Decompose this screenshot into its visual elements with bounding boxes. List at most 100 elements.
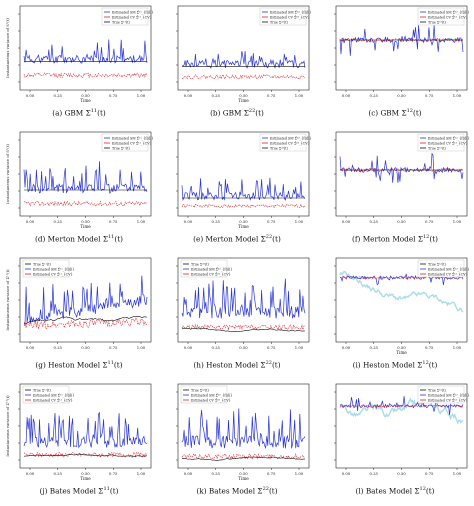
series-line-true (23, 315, 148, 324)
x-tick-label: 0.00 (184, 93, 193, 98)
legend-entry: True Σ¹²(t) (428, 262, 446, 266)
x-tick-label: 0.75 (109, 93, 118, 98)
subplot-5: 0.00 0.25 0.50 0.75 1.00 Estimated SM Σ̂¹²_{f… (316, 126, 474, 252)
series-line-estimated-sm (339, 395, 464, 416)
legend-box (22, 385, 70, 404)
caption-text: (l) Bates Model Σ (355, 486, 420, 496)
caption-superscript: 11 (107, 234, 115, 240)
x-tick-label: 1.00 (295, 471, 304, 476)
series-line-estimated-sm (181, 408, 306, 450)
x-tick-label: 0.25 (54, 219, 63, 224)
subplot-caption: (b) GBM Σ22(t) (158, 108, 316, 117)
caption-suffix: (t) (425, 486, 435, 496)
series-line-estimated-sm (23, 275, 148, 327)
legend-entry: Estimated SM Σ̂¹²_{f(d)} (428, 10, 469, 14)
caption-text: (e) Merton Model Σ (193, 234, 266, 244)
x-tick-label: 0.00 (184, 345, 193, 350)
subplot-svg: 0.00 0.25 0.50 0.75 1.00 Time Estimated SM Σ̂²… (176, 131, 311, 229)
x-tick-label: 0.25 (370, 93, 379, 98)
x-tick-label: 0.50 (397, 345, 406, 350)
subplot-caption: (e) Merton Model Σ22(t) (158, 234, 316, 243)
x-tick-label: 0.75 (267, 219, 276, 224)
subplot-7: 0.00 0.25 0.50 0.75 1.00 True Σ²²(t) Estimated… (158, 252, 316, 378)
caption-superscript: 11 (90, 108, 98, 114)
subplot-caption: (c) GBM Σ12(t) (316, 108, 474, 117)
caption-superscript: 22 (265, 360, 272, 366)
subplot-2: 0.00 0.25 0.50 0.75 1.00 Estimated SM Σ̂¹²_{f… (316, 0, 474, 126)
x-tick-label: 1.00 (295, 345, 304, 350)
x-axis-label: Time (396, 350, 407, 355)
legend-box (417, 133, 465, 152)
x-tick-label: 0.75 (425, 345, 434, 350)
y-axis-label: Instantaneous variance of Σ¹¹(t) (5, 269, 10, 331)
x-tick-label: 0.75 (425, 471, 434, 476)
x-tick-label: 0.50 (239, 471, 248, 476)
x-tick-label: 0.75 (267, 471, 276, 476)
x-tick-label: 1.00 (295, 93, 304, 98)
x-tick-label: 0.25 (212, 345, 221, 350)
caption-superscript: 22 (262, 486, 269, 492)
caption-superscript: 12 (423, 234, 430, 240)
series-line-estimated-cv (181, 323, 306, 331)
series-line-estimated-sm (181, 51, 306, 70)
legend-entry: Estimated CV Σ̂¹¹_{CV} (112, 15, 152, 19)
y-axis-label: Instantaneous variance of S¹(t) (5, 18, 10, 78)
x-tick-label: 0.25 (370, 219, 379, 224)
subplot-svg: 0.00 0.25 0.50 0.75 1.00 Time Estimated SM Σ̂²… (176, 5, 311, 103)
caption-superscript: 12 (419, 486, 426, 492)
legend-entry: Estimated CV Σ̂²²_{CV} (270, 141, 310, 145)
caption-superscript: 22 (265, 234, 273, 240)
series-line-true (182, 327, 306, 332)
caption-suffix: (t) (272, 234, 281, 244)
caption-suffix: (t) (412, 108, 422, 118)
x-tick-label: 0.00 (184, 219, 193, 224)
x-tick-label: 1.00 (295, 219, 304, 224)
x-tick-label: 0.75 (267, 93, 276, 98)
x-tick-label: 0.75 (109, 219, 118, 224)
x-tick-label: 0.25 (54, 345, 63, 350)
caption-text: (c) GBM Σ (368, 108, 407, 118)
x-tick-label: 0.50 (81, 93, 90, 98)
caption-text: (d) Merton Model Σ (35, 234, 108, 244)
x-tick-label: 1.00 (137, 93, 146, 98)
series-line-estimated-cv (23, 200, 148, 207)
x-tick-label: 1.00 (453, 219, 462, 224)
x-tick-label: 0.50 (239, 345, 248, 350)
caption-suffix: (t) (113, 360, 123, 370)
series-line-true (24, 453, 148, 457)
legend-entry: Estimated CV Σ̂¹¹_{CV} (33, 272, 73, 276)
x-tick-label: 0.00 (342, 345, 351, 350)
subplot-caption: (h) Heston Model Σ22(t) (158, 360, 316, 369)
subplot-9: 0.00 0.25 0.50 0.75 1.00 Time Instantaneous va… (0, 378, 158, 504)
subplot-6: 0.00 0.25 0.50 0.75 1.00 Instantaneous varian… (0, 252, 158, 378)
subplot-caption: (d) Merton Model Σ11(t) (0, 234, 158, 243)
legend-entry: Estimated SM Σ̂¹¹_{f(d)} (33, 267, 74, 271)
caption-superscript: 22 (248, 108, 256, 114)
caption-superscript: 12 (406, 108, 413, 114)
legend-entry: True Σ¹¹(t) (112, 146, 130, 150)
legend-entry: Estimated SM Σ̂¹¹_{f(d)} (112, 136, 153, 140)
x-tick-label: 1.00 (453, 93, 462, 98)
x-tick-label: 0.75 (425, 219, 434, 224)
subplot-caption: (l) Bates Model Σ12(t) (316, 486, 474, 495)
x-axis-label: Time (238, 476, 249, 481)
legend-entry: True Σ²²(t) (270, 146, 288, 150)
series-line-estimated-cv (23, 451, 148, 458)
subplot-caption: (i) Heston Model Σ12(t) (316, 360, 474, 369)
legend-entry: Estimated SM Σ̂¹²_{f(d)} (428, 393, 469, 397)
subplot-3: 0.00 0.25 0.50 0.75 1.00 Time Instantaneous va… (0, 126, 158, 252)
x-tick-label: 0.00 (342, 471, 351, 476)
caption-text: (k) Bates Model Σ (196, 486, 263, 496)
legend-box (417, 385, 465, 404)
x-tick-label: 0.25 (370, 345, 379, 350)
series-line-true (339, 396, 464, 425)
subplot-svg: 0.00 0.25 0.50 0.75 1.00 Instantaneous varian… (5, 257, 152, 350)
x-tick-label: 1.00 (137, 345, 146, 350)
series-line-estimated-sm (23, 161, 148, 194)
x-tick-label: 0.50 (81, 345, 90, 350)
series-line-true (182, 456, 306, 461)
y-axis-label: Instantaneous variance of S¹(t) (5, 144, 10, 204)
